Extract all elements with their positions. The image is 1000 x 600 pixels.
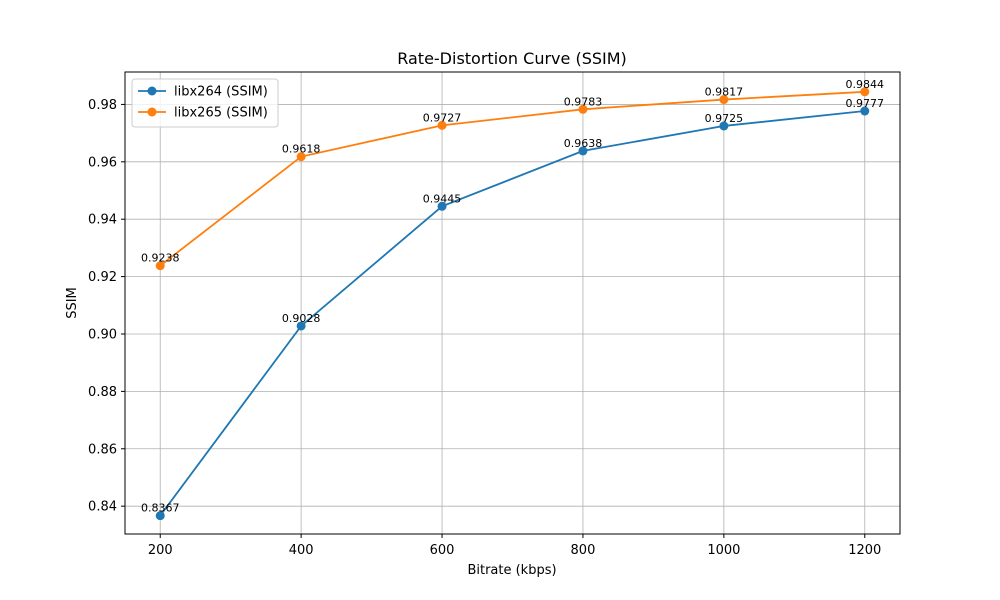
legend-item: libx264 (SSIM) [138, 85, 268, 100]
y-tick-label: 0.84 [88, 500, 117, 515]
y-axis: 0.84 0.86 0.88 0.90 0.92 0.94 0.96 0.98 [88, 98, 125, 515]
data-label: 0.9238 [141, 252, 180, 265]
x-tick-label: 600 [430, 543, 455, 558]
x-tick-label: 400 [289, 543, 314, 558]
legend-box [131, 78, 279, 128]
series-layer: 0.83670.90280.94450.96380.97250.97770.92… [141, 78, 885, 521]
data-label: 0.9618 [282, 143, 321, 156]
y-axis-label: SSIM [65, 287, 80, 319]
data-point [296, 152, 306, 162]
x-axis: 200 400 600 800 1000 1200 [148, 534, 881, 558]
data-label: 0.9727 [423, 111, 462, 124]
series-2: 0.9238 0.9618 0.9727 0.9783 0.9817 0.9844 [141, 78, 885, 271]
x-tick-label: 1000 [707, 543, 740, 558]
data-point [719, 121, 729, 131]
legend: libx264 (SSIM) libx265 (SSIM) [131, 78, 279, 128]
x-axis-label: Bitrate (kbps) [467, 563, 556, 578]
data-point [155, 261, 165, 271]
plot-area-frame [124, 71, 901, 535]
y-tick-label: 0.92 [88, 270, 117, 285]
y-tick-label: 0.90 [88, 327, 117, 342]
x-tick-label: 800 [571, 543, 596, 558]
y-tick-label: 0.96 [88, 155, 117, 170]
data-label: 0.9445 [423, 192, 462, 205]
legend-label: libx265 (SSIM) [174, 106, 268, 121]
data-point [437, 201, 447, 211]
y-tick-label: 0.86 [88, 442, 117, 457]
data-label: 0.8367 [141, 502, 180, 515]
data-label: 0.9783 [564, 95, 603, 108]
data-point [155, 511, 165, 521]
data-label: 0.9725 [705, 112, 744, 125]
series-line [159, 90, 865, 267]
y-tick-label: 0.88 [88, 385, 117, 400]
data-point [860, 106, 870, 116]
x-tick-label: 200 [148, 543, 173, 558]
data-label: 0.9028 [282, 312, 321, 325]
legend-swatch-marker [147, 107, 157, 117]
grid [125, 72, 900, 534]
chart-title: Rate-Distortion Curve (SSIM) [397, 49, 627, 68]
data-label: 0.9844 [846, 78, 885, 91]
data-label: 0.9638 [564, 137, 603, 150]
series-1: 0.8367 0.9028 0.9445 0.9638 0.9725 0.9777 [141, 97, 885, 521]
data-point [296, 321, 306, 331]
data-label: 0.9777 [846, 97, 885, 110]
y-tick-label: 0.94 [88, 213, 117, 228]
legend-swatch-marker [147, 86, 157, 96]
data-point [578, 104, 588, 114]
data-point [437, 120, 447, 130]
data-point [860, 87, 870, 97]
y-tick-label: 0.98 [88, 98, 117, 113]
data-label: 0.9817 [705, 86, 744, 99]
data-point [719, 95, 729, 105]
series-line [159, 110, 865, 517]
x-tick-label: 1200 [848, 543, 881, 558]
legend-item: libx265 (SSIM) [138, 106, 268, 121]
data-point [578, 146, 588, 156]
legend-label: libx264 (SSIM) [174, 85, 268, 100]
